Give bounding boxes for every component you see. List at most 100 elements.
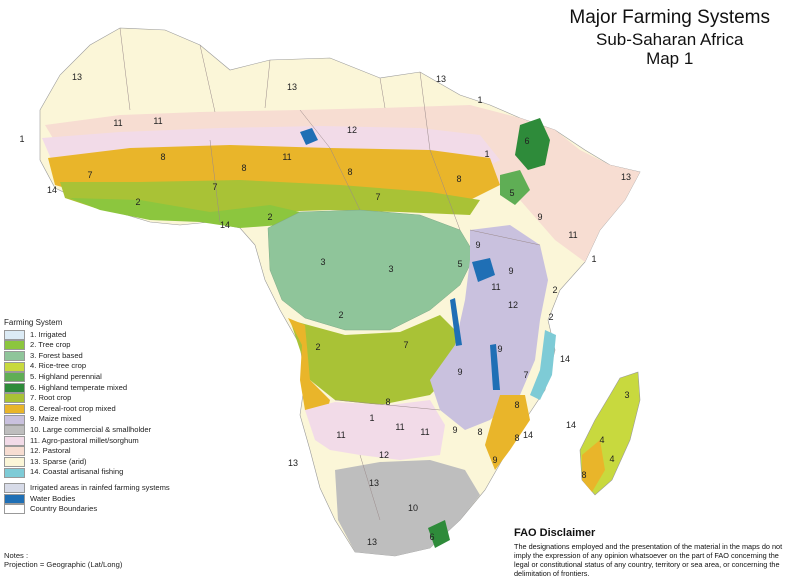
legend-label: 1. Irrigated — [30, 329, 67, 339]
map-label: 13 — [621, 172, 631, 182]
map-label: 3 — [320, 257, 325, 267]
legend-item: Water Bodies — [4, 494, 204, 505]
map-label: 8 — [477, 427, 482, 437]
map-label: 14 — [47, 185, 57, 195]
map-label: 13 — [367, 537, 377, 547]
region-root-crop-south — [290, 315, 460, 405]
map-label: 5 — [509, 188, 514, 198]
legend-item: 6. Highland temperate mixed — [4, 383, 204, 394]
region-cereal-root-sw — [288, 318, 330, 420]
legend-item: Country Boundaries — [4, 504, 204, 515]
region-maize-east — [430, 225, 548, 430]
legend-swatch — [4, 425, 25, 436]
legend-swatch — [4, 414, 25, 425]
legend-item: 1. Irrigated — [4, 330, 204, 341]
legend-item: 14. Coastal artisanal fishing — [4, 467, 204, 478]
legend-swatch — [4, 457, 25, 468]
map-title: Major Farming Systems Sub-Saharan Africa… — [569, 6, 770, 68]
map-label: 11 — [420, 427, 429, 437]
legend-swatch — [4, 372, 25, 383]
legend-item: Irrigated areas in rainfed farming syste… — [4, 483, 204, 494]
map-label: 2 — [548, 312, 553, 322]
map-label: 8 — [385, 397, 390, 407]
title-line-3: Map 1 — [646, 49, 694, 68]
legend-item: 7. Root crop — [4, 393, 204, 404]
legend-item: 5. Highland perennial — [4, 372, 204, 383]
map-label: 13 — [288, 458, 298, 468]
region-highland-temperate-sa — [428, 520, 450, 548]
region-tree-crop — [70, 198, 300, 228]
madagascar-cereal-root — [582, 440, 605, 492]
map-label: 1 — [369, 413, 374, 423]
legend-swatch — [4, 435, 25, 446]
map-label: 2 — [315, 342, 320, 352]
map-label: 11 — [568, 230, 577, 240]
map-label: 8 — [241, 163, 246, 173]
legend-swatch — [4, 361, 25, 372]
legend-swatch — [4, 340, 25, 351]
legend-item: 12. Pastoral — [4, 446, 204, 457]
map-label: 12 — [347, 125, 357, 135]
map-label: 2 — [267, 212, 272, 222]
legend-label: 7. Root crop — [30, 393, 72, 403]
map-label: 9 — [537, 212, 542, 222]
map-label: 3 — [388, 264, 393, 274]
map-label: 2 — [338, 310, 343, 320]
map-label: 8 — [514, 433, 519, 443]
region-coastal-east — [530, 330, 556, 400]
map-label: 11 — [282, 152, 291, 162]
map-label: 8 — [160, 152, 165, 162]
title-line-2: Sub-Saharan Africa — [595, 30, 744, 49]
map-label: 7 — [212, 182, 217, 192]
legend-swatch — [4, 467, 25, 478]
legend-swatch — [4, 382, 25, 393]
legend-swatch — [4, 446, 25, 457]
map-label: 6 — [524, 136, 529, 146]
map-label: 11 — [491, 282, 500, 292]
region-highland-perennial — [500, 170, 530, 205]
map-label: 14 — [220, 220, 230, 230]
notes: Notes : Projection = Geographic (Lat/Lon… — [4, 551, 122, 569]
map-label: 14 — [566, 420, 576, 430]
map-label: 9 — [497, 344, 502, 354]
projection-note: Projection = Geographic (Lat/Long) — [4, 560, 123, 569]
legend-label: 12. Pastoral — [30, 446, 71, 456]
fao-disclaimer: FAO Disclaimer The designations employed… — [514, 527, 794, 578]
map-label: 2 — [552, 285, 557, 295]
map-legend: Farming System 1. Irrigated 2. Tree crop 3… — [4, 318, 204, 515]
legend-label: 4. Rice-tree crop — [30, 361, 87, 371]
region-cereal-root-se — [485, 395, 530, 470]
lake-victoria — [472, 258, 495, 282]
legend-label: Irrigated areas in rainfed farming syste… — [30, 482, 170, 492]
map-label: 4 — [609, 454, 614, 464]
map-label: 13 — [287, 82, 297, 92]
notes-heading: Notes : — [4, 551, 29, 560]
map-label: 11 — [336, 430, 345, 440]
legend-label: 3. Forest based — [30, 350, 83, 360]
map-label: 7 — [403, 340, 408, 350]
map-label: 9 — [492, 455, 497, 465]
map-label: 1 — [477, 95, 482, 105]
map-label: 13 — [72, 72, 82, 82]
map-label: 7 — [375, 192, 380, 202]
legend-swatch — [4, 504, 25, 515]
map-label: 8 — [456, 174, 461, 184]
legend-label: 11. Agro-pastoral millet/sorghum — [30, 435, 139, 445]
legend-item: 8. Cereal-root crop mixed — [4, 404, 204, 415]
map-label: 9 — [475, 240, 480, 250]
region-pastoral-north — [45, 105, 640, 262]
region-highland-ethiopia — [515, 118, 550, 170]
legend-label: 2. Tree crop — [30, 340, 71, 350]
map-label: 5 — [457, 259, 462, 269]
map-label: 9 — [452, 425, 457, 435]
map-label: 1 — [19, 134, 24, 144]
title-line-1: Major Farming Systems — [569, 7, 770, 28]
map-label: 1 — [591, 254, 596, 264]
country-boundaries — [119, 27, 541, 521]
legend-item: 4. Rice-tree crop — [4, 361, 204, 372]
map-label: 1 — [484, 149, 489, 159]
legend-label: 8. Cereal-root crop mixed — [30, 403, 116, 413]
lake-chad — [300, 128, 318, 145]
legend-extras: Irrigated areas in rainfed farming syste… — [4, 483, 204, 515]
